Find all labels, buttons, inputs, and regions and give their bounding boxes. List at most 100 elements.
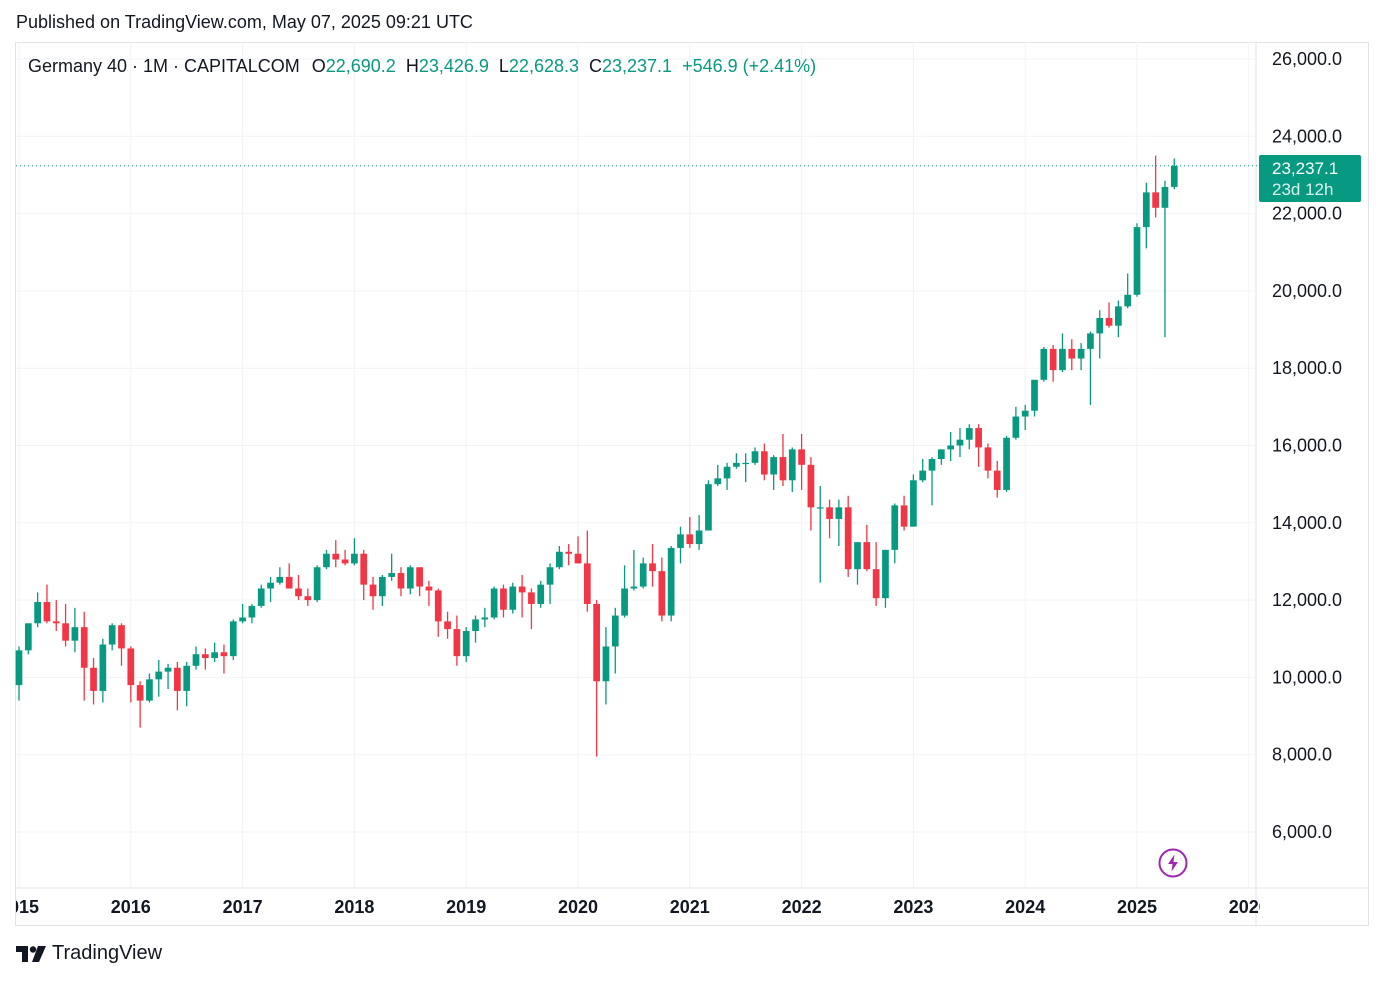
candle: [872, 542, 880, 606]
candle-body: [611, 615, 619, 647]
candle-body: [677, 534, 684, 548]
y-tick-label: 16,000.0: [1272, 436, 1342, 456]
high-label: H: [405, 56, 419, 76]
symbol-label: Germany 40 · 1M · CAPITALCOM: [28, 56, 300, 76]
candle: [574, 536, 582, 564]
candle-body: [1133, 227, 1141, 295]
candle: [649, 544, 656, 587]
candle: [1012, 406, 1020, 440]
candle-body: [639, 563, 647, 587]
candle: [323, 549, 330, 570]
candle: [99, 638, 107, 703]
candle: [313, 565, 321, 603]
candle-body: [239, 617, 246, 622]
candle: [43, 584, 51, 624]
candle-body: [174, 667, 181, 691]
lightning-icon[interactable]: [1158, 848, 1188, 878]
candle-body: [90, 667, 97, 691]
candle-body: [1170, 165, 1178, 187]
candle: [826, 499, 833, 539]
candle-body: [574, 553, 582, 564]
candle-body: [313, 567, 321, 601]
candle-body: [546, 567, 554, 585]
candle-body: [1021, 410, 1029, 417]
candle-body: [62, 623, 69, 641]
candle-body: [882, 549, 889, 599]
candle-body: [965, 428, 973, 440]
candle-body: [1003, 437, 1010, 490]
candle-body: [164, 667, 172, 672]
candle-body: [900, 505, 908, 527]
y-tick-label: 8,000.0: [1272, 745, 1332, 765]
candle-body: [220, 652, 228, 657]
candle: [760, 443, 768, 481]
candle: [248, 603, 256, 624]
candle: [304, 588, 312, 606]
x-tick-label: 2016: [111, 897, 151, 917]
candle: [993, 460, 1001, 498]
candle: [80, 611, 88, 701]
grid-lines: [16, 42, 1369, 926]
candle: [807, 457, 815, 531]
candle-body: [770, 457, 778, 475]
candle: [779, 433, 787, 487]
candle-body: [1049, 348, 1057, 371]
candle: [500, 584, 507, 618]
candle-body: [146, 679, 153, 701]
candle: [1096, 310, 1104, 359]
candle: [1124, 273, 1132, 309]
y-axis: 26,000.0 24,000.0 22,000.0 20,000.0 18,000.0…: [1272, 49, 1342, 842]
candle: [369, 576, 377, 610]
y-tick-label: 20,000.0: [1272, 281, 1342, 301]
candle-body: [183, 665, 191, 691]
chart-frame: [15, 42, 1369, 926]
candle-body: [947, 445, 955, 450]
candle-body: [416, 567, 423, 587]
candle: [257, 584, 265, 608]
y-tick-label: 26,000.0: [1272, 49, 1342, 69]
candle-body: [984, 447, 992, 471]
candle-body: [1040, 348, 1048, 380]
candle: [136, 681, 144, 728]
candle-body: [630, 586, 638, 589]
candle: [332, 540, 340, 568]
candle: [444, 611, 451, 639]
candle-body: [43, 602, 51, 622]
candle: [1021, 404, 1029, 431]
candle: [816, 486, 824, 583]
candle-body: [1087, 333, 1094, 349]
candle: [984, 443, 992, 479]
candle: [844, 495, 852, 577]
candle: [1003, 435, 1010, 492]
candle: [211, 642, 219, 662]
y-tick-label: 12,000.0: [1272, 590, 1342, 610]
candle: [146, 673, 153, 703]
candle-body: [24, 623, 32, 651]
candle: [965, 424, 973, 450]
last-price-tag: 23,237.1 23d 12h: [1259, 155, 1361, 202]
change-value: +546.9 (+2.41%): [682, 56, 817, 76]
y-tick-label: 6,000.0: [1272, 822, 1332, 842]
candle: [24, 623, 32, 655]
x-tick-label: 2023: [893, 897, 933, 917]
candle-body: [453, 629, 461, 657]
candle: [621, 565, 628, 618]
candle: [602, 627, 610, 705]
candle-body: [1142, 192, 1150, 228]
candle-body: [276, 576, 284, 583]
candle-body: [565, 551, 573, 554]
candle-body: [472, 619, 479, 632]
candle: [891, 503, 899, 564]
candle-body: [490, 588, 498, 618]
candle-body: [779, 457, 787, 481]
candle: [220, 644, 228, 674]
candle-body: [1105, 317, 1113, 326]
y-tick-label: 22,000.0: [1272, 204, 1342, 224]
candle: [611, 607, 619, 674]
candle-body: [723, 466, 731, 479]
tradingview-logo[interactable]: TradingView: [16, 942, 162, 965]
candle-body: [760, 451, 768, 475]
candle-body: [807, 464, 815, 508]
candle: [695, 515, 703, 550]
